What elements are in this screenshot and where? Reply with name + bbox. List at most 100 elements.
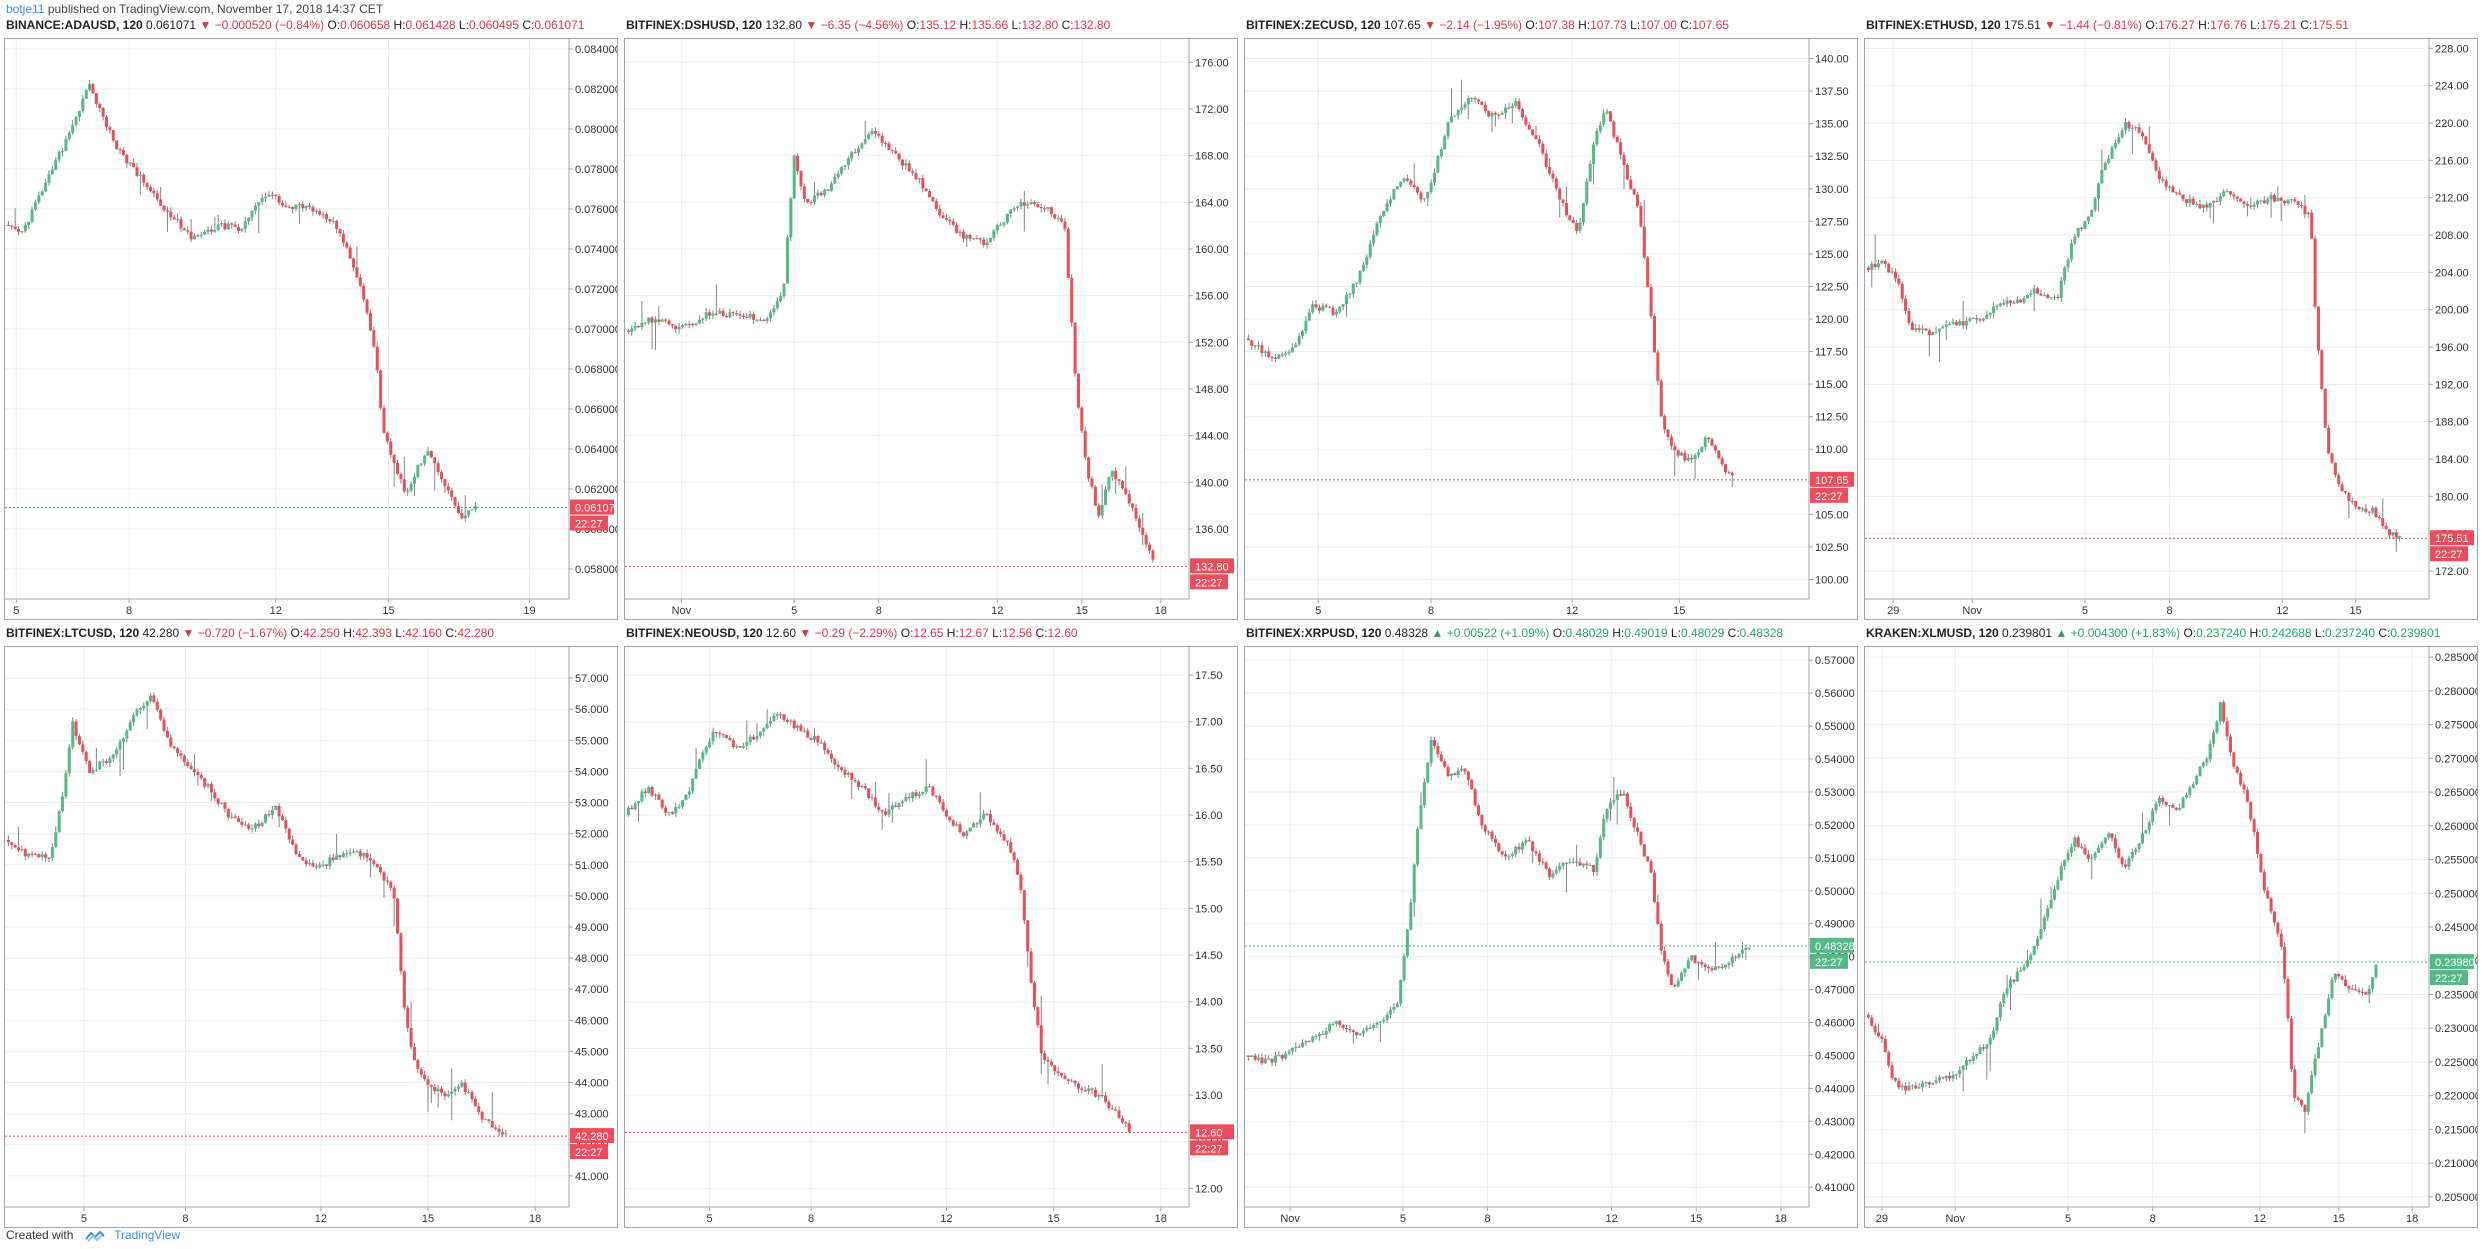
- candle: [2300, 1099, 2304, 1108]
- candle-body: [2161, 179, 2165, 181]
- candle: [2201, 761, 2205, 769]
- last-price-label: 0.061071: [575, 503, 617, 515]
- candle-body: [2076, 837, 2080, 847]
- candle-body: [2327, 427, 2331, 454]
- candle: [643, 322, 647, 326]
- candle-body: [2354, 501, 2358, 507]
- candle: [1056, 215, 1060, 222]
- chart-area[interactable]: 0.285000 0.280000 0.275000 0.270000 0.265000…: [1864, 646, 2481, 1228]
- candle-body: [1673, 445, 1677, 451]
- candle-body: [1087, 457, 1091, 479]
- candle-body: [2191, 198, 2195, 205]
- candle-body: [1036, 204, 1040, 208]
- candle: [2357, 506, 2361, 511]
- candle-body: [775, 714, 779, 716]
- y-tick-label: 192.00: [2435, 379, 2469, 391]
- candle-body: [1524, 117, 1528, 125]
- candle: [765, 709, 769, 730]
- candle: [1666, 429, 1670, 441]
- author-link[interactable]: botje11: [6, 2, 45, 16]
- candle-body: [1588, 163, 1592, 182]
- candle: [1372, 1023, 1376, 1031]
- chart-panel-6[interactable]: BITFINEX:NEOUSD, 120 12.60 ▼ −0.29 (−2.2…: [624, 626, 1238, 1236]
- candle-body: [1419, 192, 1423, 200]
- candle-body: [64, 138, 68, 151]
- candle-body: [352, 851, 356, 853]
- chart-panel-3[interactable]: BITFINEX:ZECUSD, 120 107.65 ▼ −2.14 (−1.…: [1244, 18, 1858, 628]
- candle: [318, 208, 322, 217]
- tradingview-link[interactable]: TradingView: [114, 1228, 181, 1242]
- chart-area[interactable]: 0.57000 0.56000 0.55000 0.54000 0.53000 0.520…: [1244, 646, 1858, 1228]
- candle-body: [396, 462, 400, 474]
- candle-body: [2212, 200, 2216, 203]
- candle-body: [796, 155, 800, 172]
- candle-body: [1395, 186, 1399, 190]
- candle-body: [2384, 525, 2388, 530]
- candle: [1345, 1025, 1349, 1033]
- candle: [1686, 454, 1690, 462]
- candle: [1257, 1054, 1261, 1062]
- chart-panel-7[interactable]: BITFINEX:XRPUSD, 120 0.48328 ▲ +0.00522 …: [1244, 626, 1858, 1236]
- candle: [721, 733, 725, 739]
- candle-body: [752, 736, 756, 740]
- candle: [2283, 199, 2287, 206]
- candle-body: [965, 235, 969, 239]
- y-tick-label: 43.000: [575, 1109, 609, 1121]
- chart-panel-4[interactable]: BITFINEX:ETHUSD, 120 175.51 ▼ −1.44 (−0.…: [1864, 18, 2478, 628]
- candle: [186, 759, 190, 768]
- candle-body: [2039, 293, 2043, 296]
- candle: [992, 818, 996, 826]
- chart-panel-1[interactable]: BINANCE:ADAUSD, 120 0.061071 ▼ −0.000520…: [4, 18, 621, 628]
- chart-area[interactable]: 57.000 56.000 55.000 54.000 53.000 52.000 51.0…: [4, 646, 618, 1228]
- y-tick-label: 0.52000: [1815, 820, 1855, 832]
- candle: [2296, 200, 2300, 208]
- candle: [890, 802, 894, 823]
- candle-body: [2019, 299, 2023, 303]
- candle-body: [1032, 202, 1036, 205]
- candle: [2029, 289, 2033, 298]
- candle: [494, 1124, 498, 1131]
- x-tick-label: 5: [791, 605, 797, 617]
- candle-body: [982, 813, 986, 820]
- candle-body: [2107, 158, 2111, 163]
- chart-area[interactable]: 176.00 172.00 168.00 164.00 160.00 156.00 152.…: [624, 38, 1238, 620]
- candle: [718, 307, 722, 314]
- candle-body: [2323, 1015, 2327, 1029]
- chart-panel-2[interactable]: BITFINEX:DSHUSD, 120 132.80 ▼ −6.35 (−4.…: [624, 18, 1238, 628]
- candle-body: [1669, 436, 1673, 446]
- chart-panel-8[interactable]: KRAKEN:XLMUSD, 120 0.239801 ▲ +0.004300 …: [1864, 626, 2481, 1236]
- candle-body: [1473, 98, 1477, 100]
- candle-body: [657, 794, 661, 800]
- candle: [84, 750, 88, 765]
- candle: [870, 793, 874, 801]
- candle: [1724, 464, 1728, 475]
- candle: [1669, 973, 1673, 986]
- candle: [1277, 1051, 1281, 1057]
- candle: [1100, 484, 1104, 519]
- candle-body: [40, 191, 44, 196]
- candle-body: [267, 814, 271, 816]
- candle-body: [67, 132, 71, 139]
- candle-body: [961, 832, 965, 837]
- candle-body: [470, 1091, 474, 1099]
- candle: [1615, 135, 1619, 143]
- chart-area[interactable]: 228.00 224.00 220.00 216.00 212.00 208.00 204.…: [1864, 38, 2478, 620]
- candle-body: [1284, 353, 1288, 355]
- chart-area[interactable]: 140.00 137.50 135.00 132.50 130.00 127.50 125.…: [1244, 38, 1858, 620]
- candle: [1534, 125, 1538, 140]
- candle: [1965, 1057, 1969, 1070]
- candle: [304, 205, 308, 212]
- chart-area[interactable]: 17.50 17.00 16.50 16.00 15.50 15.00 14.50 14.00…: [624, 646, 1238, 1228]
- candle-body: [1429, 740, 1433, 763]
- candle: [674, 325, 678, 334]
- chart-panel-5[interactable]: BITFINEX:LTCUSD, 120 42.280 ▼ −0.720 (−1…: [4, 626, 618, 1236]
- chart-area[interactable]: 0.084000 0.082000 0.080000 0.078000 0.076000…: [4, 38, 621, 620]
- candle: [287, 827, 291, 844]
- y-tick-label: 0.064000: [575, 444, 617, 456]
- candle: [132, 712, 136, 726]
- candle-body: [701, 318, 705, 320]
- candle: [1595, 127, 1599, 147]
- candle-body: [1629, 806, 1633, 818]
- candle: [2042, 915, 2046, 932]
- candle-body: [982, 239, 986, 246]
